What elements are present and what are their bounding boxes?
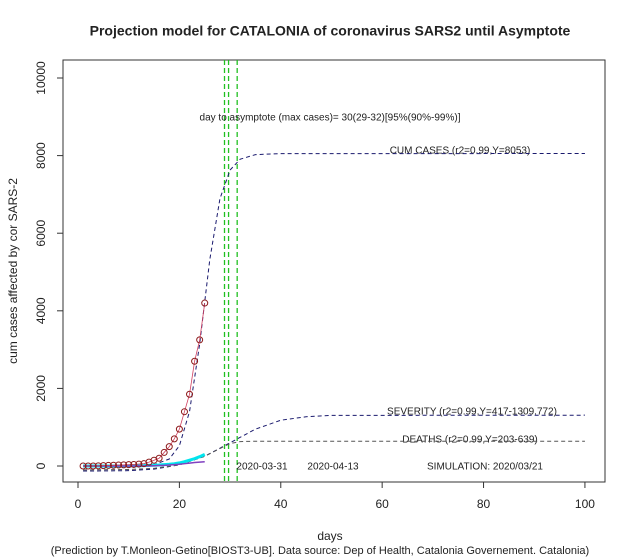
x-tick-label: 20 <box>173 497 187 511</box>
caption: (Prediction by T.Monleon-Getino[BIOST3-U… <box>51 545 589 557</box>
data-point <box>135 460 143 468</box>
series-line <box>83 440 585 471</box>
x-tick-label: 0 <box>75 497 82 511</box>
y-axis-label: cum cases affected by cor SARS-2 <box>6 178 20 364</box>
data-point <box>201 299 209 307</box>
y-tick-label: 0 <box>34 462 48 469</box>
data-point <box>130 460 138 468</box>
data-point <box>99 462 107 470</box>
y-tick-label: 4000 <box>34 297 48 324</box>
y-tick-label: 8000 <box>34 142 48 169</box>
data-point <box>94 462 102 470</box>
data-point <box>170 435 178 443</box>
data-point <box>165 443 173 451</box>
data-point <box>104 461 112 469</box>
series-line <box>83 414 585 472</box>
data-point <box>79 462 87 470</box>
x-tick-label: 60 <box>375 497 389 511</box>
data-point <box>196 336 204 344</box>
data-point <box>120 461 128 469</box>
x-tick-label: 80 <box>477 497 491 511</box>
chart-title: Projection model for CATALONIA of corona… <box>90 23 571 39</box>
data-point <box>155 454 163 462</box>
y-tick-label: 6000 <box>34 220 48 247</box>
data-point <box>180 408 188 416</box>
data-point <box>109 461 117 469</box>
y-tick-label: 10000 <box>34 61 48 95</box>
series-line <box>83 302 206 467</box>
data-point <box>175 425 183 433</box>
annotation: CUM CASES (r2=0.99,Y=8053) <box>390 146 531 157</box>
data-point <box>140 460 148 468</box>
data-point <box>191 357 199 365</box>
x-axis-label: days <box>317 529 342 543</box>
annotation: SIMULATION: 2020/03/21 <box>427 462 543 473</box>
x-tick-label: 100 <box>575 497 595 511</box>
data-point <box>125 461 133 469</box>
series-line <box>83 153 585 467</box>
annotation: DEATHS (r2=0.99,Y=203-639) <box>402 435 537 446</box>
x-tick-label: 40 <box>274 497 288 511</box>
y-tick-label: 2000 <box>34 375 48 402</box>
annotation: SEVERITY (r2=0.99,Y=417-1309.772) <box>387 407 557 418</box>
plot-box <box>62 59 606 483</box>
annotation: 2020-04-13 <box>307 462 359 473</box>
annotation: day to asymptote (max cases)= 30(29-32)[… <box>200 113 461 124</box>
annotation: 2020-03-31 <box>236 462 288 473</box>
data-point <box>89 462 97 470</box>
data-point <box>160 448 168 456</box>
data-point <box>84 462 92 470</box>
data-point <box>186 390 194 398</box>
data-point <box>115 461 123 469</box>
